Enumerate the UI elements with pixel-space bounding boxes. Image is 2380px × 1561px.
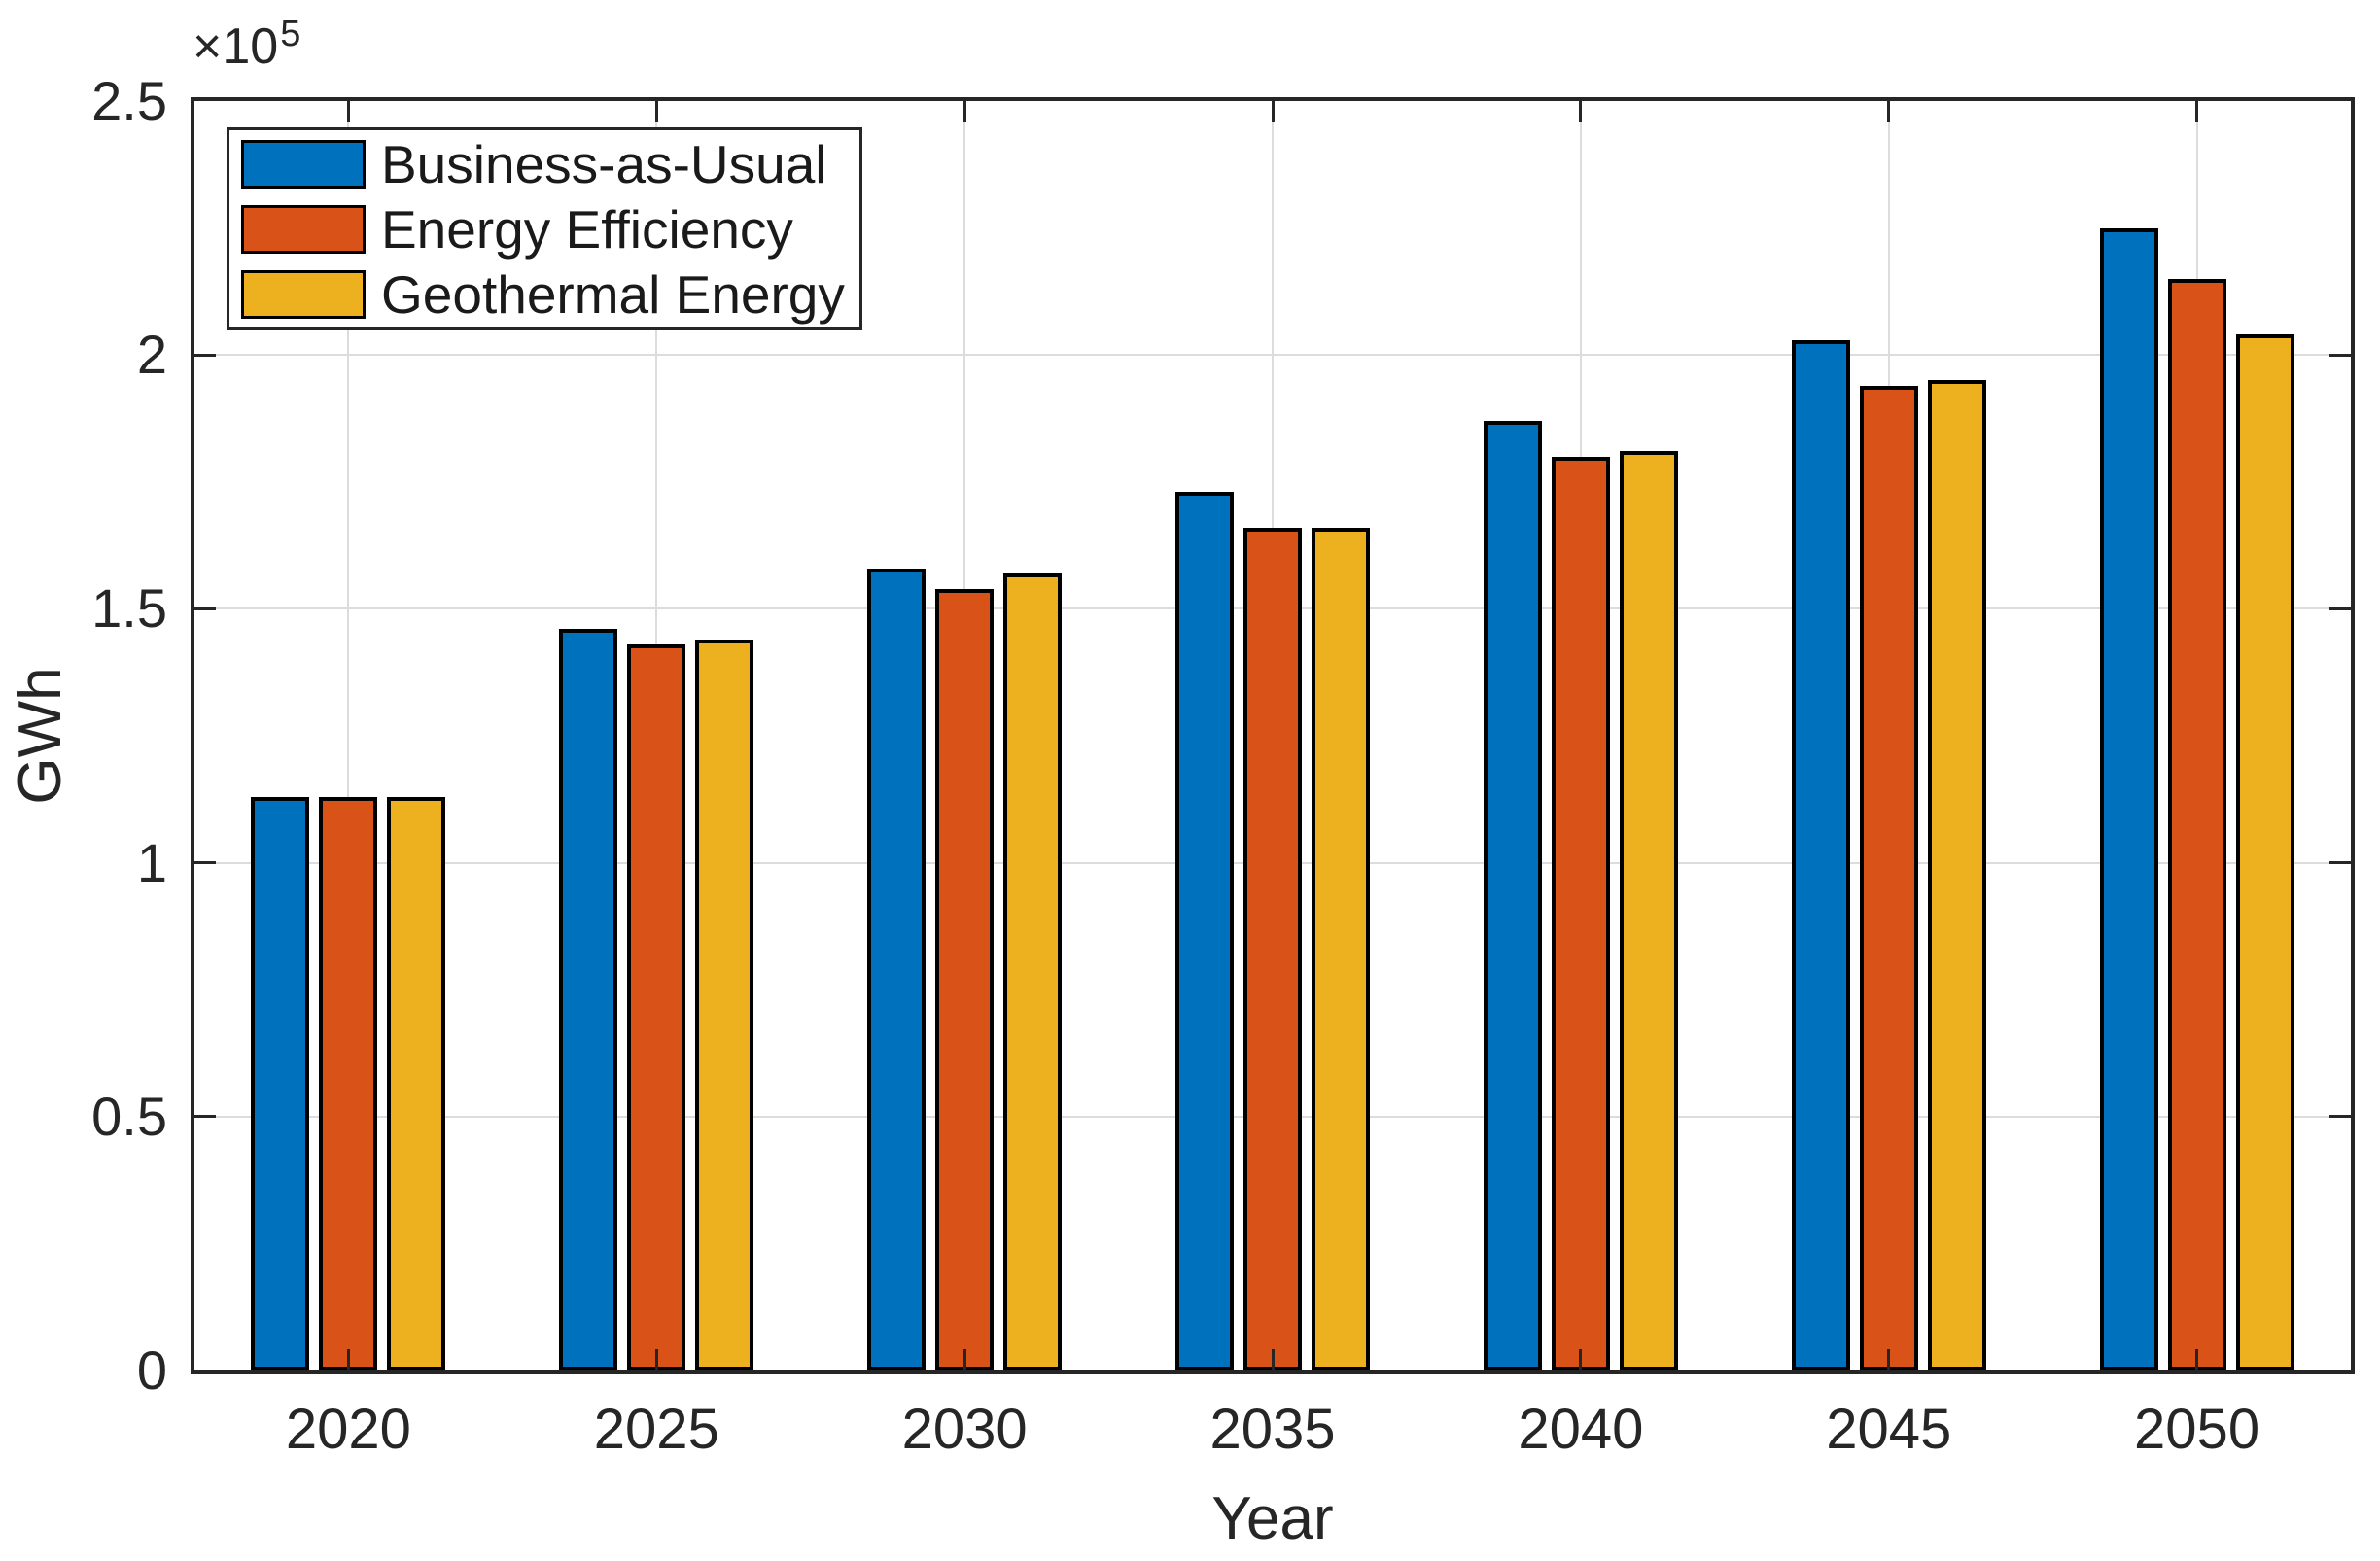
- legend-item-energy-efficiency: Energy Efficiency: [241, 198, 859, 260]
- bar-geothermal-energy-2040: [1619, 451, 1678, 1370]
- x-tick-top-2045: [1887, 101, 1891, 122]
- x-tick-bottom-2020: [346, 1349, 350, 1370]
- legend-item-geothermal-energy: Geothermal Energy: [241, 263, 859, 325]
- legend-swatch-geothermal-energy: [241, 270, 366, 319]
- y-tick-label-1.5: 1.5: [91, 577, 167, 640]
- offset-base: ×10: [192, 18, 279, 75]
- bar-geothermal-energy-2045: [1927, 380, 1986, 1370]
- x-tick-bottom-2040: [1579, 1349, 1583, 1370]
- bar-geothermal-energy-2050: [2235, 334, 2294, 1370]
- legend-swatch-business-as-usual: [241, 140, 366, 189]
- x-tick-label-2030: 2030: [901, 1398, 1028, 1461]
- legend-item-business-as-usual: Business-as-Usual: [241, 133, 859, 194]
- y-tick-label-0.5: 0.5: [91, 1085, 167, 1147]
- y-tick-label-2.5: 2.5: [91, 70, 167, 131]
- bar-business-as-usual-2025: [559, 629, 618, 1370]
- y-tick-right-2: [2329, 353, 2351, 357]
- x-tick-label-2040: 2040: [1518, 1398, 1644, 1461]
- y-tick-label-0: 0: [136, 1339, 167, 1401]
- y-tick-right-0.5: [2329, 1115, 2351, 1119]
- legend-label-energy-efficiency: Energy Efficiency: [381, 198, 793, 260]
- x-tick-label-2050: 2050: [2134, 1398, 2260, 1461]
- legend-label-geothermal-energy: Geothermal Energy: [381, 263, 845, 325]
- y-tick-right-1.5: [2329, 607, 2351, 610]
- bar-geothermal-energy-2035: [1312, 527, 1370, 1370]
- x-tick-bottom-2050: [2195, 1349, 2199, 1370]
- bar-geothermal-energy-2025: [695, 639, 754, 1370]
- x-tick-label-2035: 2035: [1209, 1398, 1336, 1461]
- y-axis-offset-label: ×105: [192, 16, 300, 72]
- bar-energy-efficiency-2040: [1551, 456, 1610, 1370]
- y-tick-label-1: 1: [136, 831, 167, 893]
- y-tick-left-1: [194, 861, 216, 865]
- y-tick-left-2: [194, 353, 216, 357]
- bar-energy-efficiency-2045: [1859, 385, 1918, 1370]
- bar-energy-efficiency-2030: [935, 588, 995, 1370]
- x-tick-bottom-2035: [1271, 1349, 1275, 1370]
- x-tick-bottom-2045: [1887, 1349, 1891, 1370]
- x-tick-label-2045: 2045: [1826, 1398, 1952, 1461]
- bar-business-as-usual-2050: [2099, 227, 2158, 1370]
- x-tick-label-2020: 2020: [285, 1398, 411, 1461]
- bar-business-as-usual-2035: [1175, 492, 1234, 1370]
- x-tick-top-2030: [962, 101, 966, 122]
- legend-label-business-as-usual: Business-as-Usual: [381, 133, 827, 194]
- offset-exponent: 5: [280, 14, 301, 54]
- y-axis-label: GWh: [7, 667, 74, 805]
- bar-business-as-usual-2045: [1791, 339, 1850, 1370]
- bar-energy-efficiency-2020: [319, 796, 378, 1370]
- x-tick-bottom-2025: [654, 1349, 658, 1370]
- bar-business-as-usual-2040: [1483, 421, 1542, 1370]
- x-tick-top-2025: [654, 101, 658, 122]
- bar-geothermal-energy-2030: [1003, 572, 1063, 1370]
- bar-energy-efficiency-2035: [1243, 527, 1302, 1370]
- bar-business-as-usual-2020: [251, 796, 310, 1370]
- bar-business-as-usual-2030: [867, 568, 927, 1370]
- x-tick-top-2050: [2195, 101, 2199, 122]
- bar-energy-efficiency-2025: [627, 643, 686, 1370]
- legend: Business-as-Usual Energy Efficiency Geothe…: [227, 127, 862, 330]
- x-tick-label-2025: 2025: [593, 1398, 719, 1461]
- bar-geothermal-energy-2020: [387, 796, 446, 1370]
- x-tick-top-2020: [346, 101, 350, 122]
- plot-area: [191, 97, 2355, 1374]
- y-tick-label-2: 2: [136, 324, 167, 386]
- x-axis-label: Year: [1211, 1485, 1334, 1552]
- y-tick-right-1: [2329, 861, 2351, 865]
- bar-energy-efficiency-2050: [2167, 278, 2226, 1370]
- x-tick-top-2040: [1579, 101, 1583, 122]
- legend-swatch-energy-efficiency: [241, 205, 366, 254]
- y-tick-left-1.5: [194, 607, 216, 610]
- gridline-v-2020: [347, 101, 350, 1370]
- x-tick-top-2035: [1271, 101, 1275, 122]
- y-tick-left-0.5: [194, 1115, 216, 1119]
- x-tick-bottom-2030: [962, 1349, 966, 1370]
